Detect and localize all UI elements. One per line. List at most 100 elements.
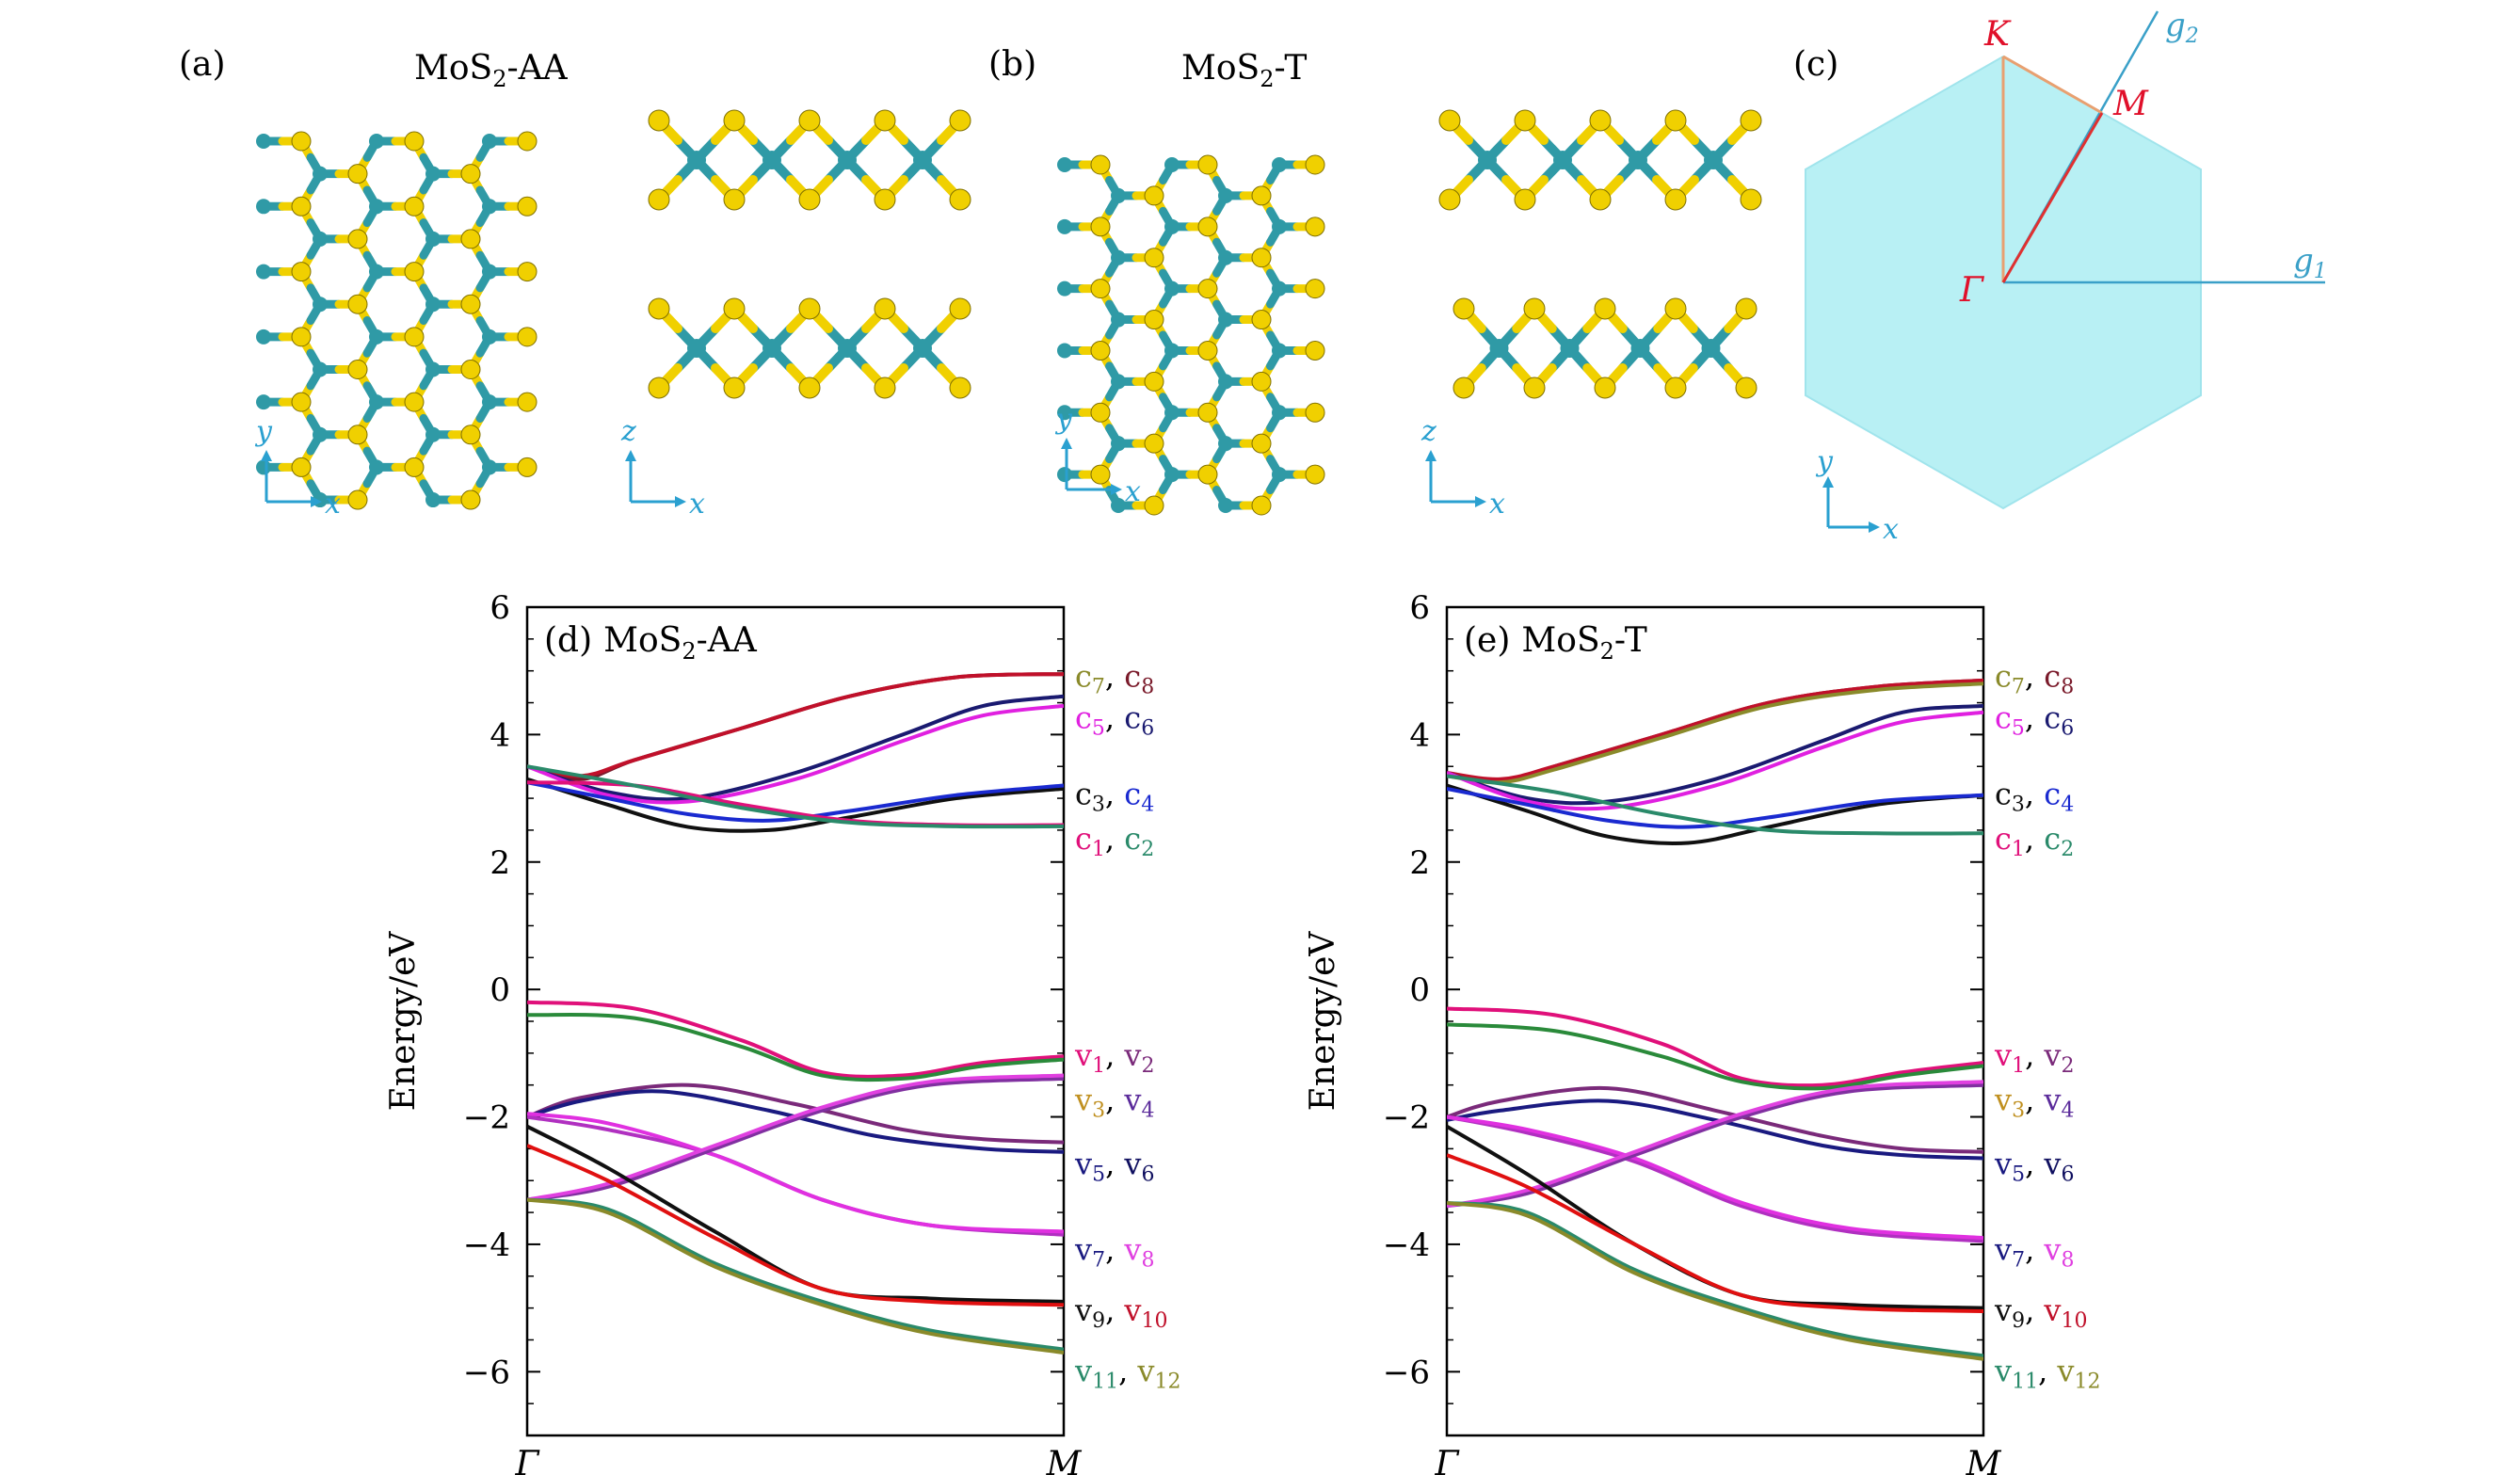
sulfur-atom: [723, 377, 746, 399]
y-tick-label: 6: [490, 589, 510, 627]
molybdenum-atom: [1218, 436, 1233, 452]
molybdenum-atom: [1164, 218, 1180, 234]
sulfur-atom: [460, 164, 481, 184]
sulfur-atom: [1664, 109, 1687, 132]
sulfur-atom: [1589, 188, 1612, 211]
sulfur-atom: [1664, 188, 1687, 211]
band-line: [527, 1000, 1064, 1079]
molybdenum-atom: [913, 339, 932, 358]
panel-a-title: MoS2-AA: [414, 49, 569, 92]
band-line: [527, 672, 1064, 778]
sulfur-atom: [1144, 310, 1164, 330]
sulfur-atom: [1144, 433, 1164, 454]
band-line: [527, 1089, 1064, 1154]
band-line: [1447, 681, 1983, 785]
molybdenum-atom: [482, 199, 497, 215]
molybdenum-atom: [1272, 218, 1287, 234]
sulfur-atom: [1735, 297, 1758, 320]
sulfur-atom: [648, 109, 670, 132]
sulfur-atom: [291, 457, 312, 477]
molybdenum-atom: [913, 151, 932, 169]
molybdenum-atom: [425, 492, 441, 508]
molybdenum-atom: [1111, 187, 1126, 203]
sulfur-atom: [1305, 464, 1325, 485]
molybdenum-atom: [1553, 151, 1572, 169]
molybdenum-atom: [1111, 497, 1126, 513]
sulfur-atom: [798, 109, 821, 132]
molybdenum-atom: [425, 231, 441, 247]
svg-text:y: y: [1054, 403, 1073, 436]
sulfur-atom: [1594, 377, 1616, 399]
molybdenum-atom: [1164, 467, 1180, 483]
sulfur-atom: [949, 109, 971, 132]
sulfur-atom: [404, 392, 425, 412]
molybdenum-atom: [838, 339, 857, 358]
panel-b-letter: (b): [988, 45, 1036, 84]
axes-triad-a-xz: z x: [620, 415, 705, 521]
sulfur-atom: [517, 196, 538, 216]
molybdenum-atom: [1057, 281, 1072, 297]
molybdenum-atom: [256, 329, 271, 345]
band-line: [527, 672, 1064, 781]
sulfur-atom: [1090, 216, 1111, 237]
molybdenum-atom: [1478, 151, 1497, 169]
molybdenum-atom: [425, 297, 441, 313]
molybdenum-atom: [762, 339, 781, 358]
mos2-t-side-view: [1438, 109, 1762, 399]
band-label: c7, c8: [1995, 658, 2074, 698]
band-line: [527, 1112, 1064, 1234]
svg-text:z: z: [620, 415, 636, 448]
band-line: [1447, 1022, 1983, 1091]
svg-text:y: y: [1815, 445, 1834, 478]
sulfur-atom: [1251, 310, 1272, 330]
band-label: v1, v2: [1074, 1037, 1155, 1078]
molybdenum-atom: [1704, 151, 1723, 169]
molybdenum-atom: [482, 459, 497, 475]
panel-a-letter: (a): [179, 45, 226, 84]
sulfur-atom: [347, 425, 368, 445]
band-line: [527, 1144, 1064, 1307]
molybdenum-atom: [762, 151, 781, 169]
sulfur-atom: [460, 489, 481, 510]
band-line: [527, 1082, 1064, 1145]
x-tick-label: M: [1966, 1445, 2002, 1475]
y-tick-label: 2: [1409, 844, 1430, 882]
molybdenum-atom: [369, 459, 384, 475]
y-tick-label: −4: [1383, 1226, 1430, 1264]
y-tick-label: −2: [463, 1099, 510, 1137]
panel-d-title: (d) MoS2-AA: [544, 621, 758, 665]
sulfur-atom: [1251, 433, 1272, 454]
sulfur-atom: [723, 109, 746, 132]
sulfur-atom: [460, 229, 481, 249]
molybdenum-atom: [1218, 374, 1233, 390]
y-tick-label: −4: [463, 1226, 510, 1264]
m-point-label: M: [2112, 85, 2149, 123]
y-tick-label: −2: [1383, 1099, 1430, 1137]
axes-triad-b-xz: z x: [1421, 415, 1505, 521]
sulfur-atom: [291, 262, 312, 282]
molybdenum-atom: [687, 339, 706, 358]
band-lines: [527, 672, 1064, 1355]
sulfur-atom: [648, 377, 670, 399]
sulfur-atom: [1090, 279, 1111, 299]
band-label: c1, c2: [1995, 821, 2074, 861]
sulfur-atom: [648, 188, 670, 211]
panel-e-title: (e) MoS2-T: [1464, 621, 1647, 665]
molybdenum-atom: [838, 151, 857, 169]
sulfur-atom: [404, 196, 425, 216]
molybdenum-atom: [369, 134, 384, 149]
sulfur-atom: [1197, 340, 1218, 361]
panel-c-letter: (c): [1793, 45, 1838, 84]
path-gamma-m: [2001, 112, 2104, 283]
sulfur-atom: [404, 327, 425, 347]
molybdenum-atom: [1218, 312, 1233, 328]
x-tick-label: Γ: [1435, 1445, 1461, 1475]
molybdenum-atom: [1164, 405, 1180, 421]
band-label: c7, c8: [1075, 658, 1154, 698]
molybdenum-atom: [1164, 343, 1180, 359]
sulfur-atom: [723, 188, 746, 211]
molybdenum-atom: [1560, 339, 1580, 358]
molybdenum-atom: [1629, 151, 1647, 169]
